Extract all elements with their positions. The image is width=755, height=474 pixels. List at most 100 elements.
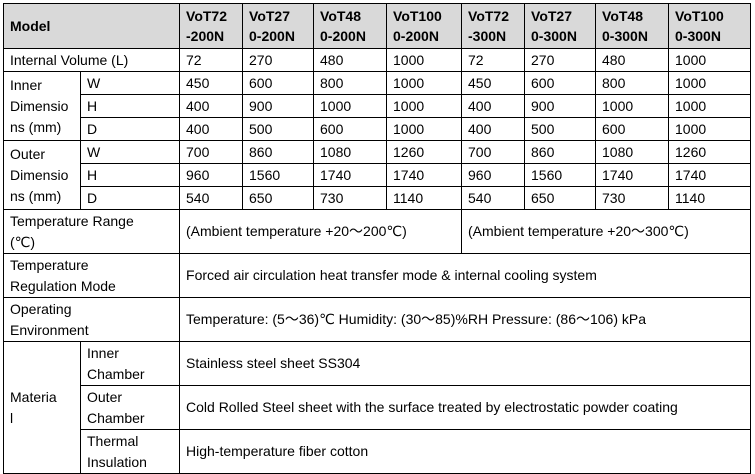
cell: 700 <box>179 140 244 164</box>
model-header-5: VoT72 -300N <box>461 3 526 49</box>
internal-volume-label: Internal Volume (L) <box>2 48 181 72</box>
regulation-mode-label: Temperature Regulation Mode <box>2 253 181 298</box>
cell: 1000 <box>668 94 752 118</box>
internal-volume-row: Internal Volume (L) 72 270 480 1000 72 2… <box>2 48 752 72</box>
cell: 860 <box>242 140 315 164</box>
cell: 500 <box>524 117 597 141</box>
cell: 1000 <box>668 48 752 72</box>
model-header-6: VoT27 0-300N <box>524 3 597 49</box>
model-header-8: VoT100 0-300N <box>668 3 752 49</box>
temperature-range-row: Temperature Range (℃) (Ambient temperatur… <box>2 209 752 254</box>
material-value: High-temperature fiber cotton <box>179 429 752 474</box>
cell: 480 <box>595 48 670 72</box>
cell: 1740 <box>668 163 752 187</box>
cell: 1000 <box>386 48 463 72</box>
cell: 1000 <box>313 94 388 118</box>
outer-dim-row-w: Outer Dimensio ns (mm) W 700 860 1080 1260… <box>3 140 752 210</box>
cell: 500 <box>242 117 315 141</box>
material-label: Materia l <box>3 341 81 474</box>
outer-dim-row-h: H 960 1560 1740 1740 960 1560 1740 1740 <box>4 163 752 187</box>
cell: 400 <box>461 94 526 118</box>
cell: 1140 <box>386 186 463 210</box>
operating-environment-value: Temperature: (5～36)℃ Humidity: (30～85)%R… <box>179 297 752 342</box>
temperature-range-label: Temperature Range (℃) <box>2 209 181 254</box>
cell: 400 <box>461 117 526 141</box>
material-row-outer: Outer Chamber Cold Rolled Steel sheet wit… <box>4 385 752 430</box>
cell: 270 <box>242 48 315 72</box>
model-header-2: VoT27 0-200N <box>242 3 315 49</box>
cell: 72 <box>461 48 526 72</box>
cell: 1000 <box>595 94 670 118</box>
temperature-range-200: (Ambient temperature +20～200℃) <box>179 209 463 254</box>
cell: 1000 <box>386 71 463 95</box>
cell: 540 <box>179 186 244 210</box>
cell: 800 <box>313 71 388 95</box>
material-value: Cold Rolled Steel sheet with the surface… <box>179 385 752 430</box>
cell: 600 <box>524 71 597 95</box>
model-label: Model <box>2 3 181 49</box>
cell: 1560 <box>524 163 597 187</box>
cell: 700 <box>461 140 526 164</box>
cell: 730 <box>313 186 388 210</box>
inner-dim-row-h: H 400 900 1000 1000 400 900 1000 1000 <box>4 94 752 118</box>
cell: 1560 <box>242 163 315 187</box>
inner-dimensions-label: Inner Dimensio ns (mm) <box>3 71 81 141</box>
cell: 800 <box>595 71 670 95</box>
cell: 960 <box>179 163 244 187</box>
cell: 600 <box>313 117 388 141</box>
axis-label: H <box>79 163 181 187</box>
cell: 600 <box>242 71 315 95</box>
header-row: Model VoT72 -200N VoT27 0-200N VoT48 0-200N… <box>2 3 752 49</box>
cell: 1740 <box>386 163 463 187</box>
cell: 1740 <box>595 163 670 187</box>
material-row-insulation: Thermal Insulation High-temperature fiber… <box>4 429 752 474</box>
cell: 860 <box>524 140 597 164</box>
material-sub-label: Outer Chamber <box>79 385 181 430</box>
cell: 730 <box>595 186 670 210</box>
cell: 270 <box>524 48 597 72</box>
cell: 650 <box>242 186 315 210</box>
cell: 1000 <box>386 117 463 141</box>
model-header-3: VoT48 0-200N <box>313 3 388 49</box>
outer-dim-row-d: D 540 650 730 1140 540 650 730 1140 <box>4 186 752 210</box>
cell: 900 <box>242 94 315 118</box>
axis-label: W <box>79 71 181 95</box>
cell: 400 <box>179 94 244 118</box>
cell: 1000 <box>668 71 752 95</box>
material-value: Stainless steel sheet SS304 <box>179 341 752 386</box>
regulation-mode-value: Forced air circulation heat transfer mod… <box>179 253 752 298</box>
axis-label: H <box>79 94 181 118</box>
temperature-range-300: (Ambient temperature +20～300℃) <box>461 209 752 254</box>
cell: 1080 <box>313 140 388 164</box>
operating-environment-row: Operating Environment Temperature: (5～36)… <box>2 297 752 342</box>
axis-label: W <box>79 140 181 164</box>
cell: 650 <box>524 186 597 210</box>
model-header-1: VoT72 -200N <box>179 3 244 49</box>
cell: 400 <box>179 117 244 141</box>
cell: 600 <box>595 117 670 141</box>
cell: 1140 <box>668 186 752 210</box>
cell: 1080 <box>595 140 670 164</box>
axis-label: D <box>79 186 181 210</box>
cell: 960 <box>461 163 526 187</box>
material-sub-label: Inner Chamber <box>79 341 181 386</box>
cell: 480 <box>313 48 388 72</box>
material-row-inner: Materia l Inner Chamber Stainless steel sh… <box>3 341 752 474</box>
cell: 72 <box>179 48 244 72</box>
cell: 1740 <box>313 163 388 187</box>
cell: 1260 <box>668 140 752 164</box>
cell: 1000 <box>668 117 752 141</box>
cell: 900 <box>524 94 597 118</box>
cell: 540 <box>461 186 526 210</box>
specification-table: Model VoT72 -200N VoT27 0-200N VoT48 0-200N… <box>2 3 752 474</box>
outer-dimensions-label: Outer Dimensio ns (mm) <box>3 140 81 210</box>
model-header-7: VoT48 0-300N <box>595 3 670 49</box>
operating-environment-label: Operating Environment <box>2 297 181 342</box>
axis-label: D <box>79 117 181 141</box>
model-header-4: VoT100 0-200N <box>386 3 463 49</box>
regulation-mode-row: Temperature Regulation Mode Forced air ci… <box>2 253 752 298</box>
cell: 450 <box>461 71 526 95</box>
cell: 1260 <box>386 140 463 164</box>
material-sub-label: Thermal Insulation <box>79 429 181 474</box>
cell: 1000 <box>386 94 463 118</box>
